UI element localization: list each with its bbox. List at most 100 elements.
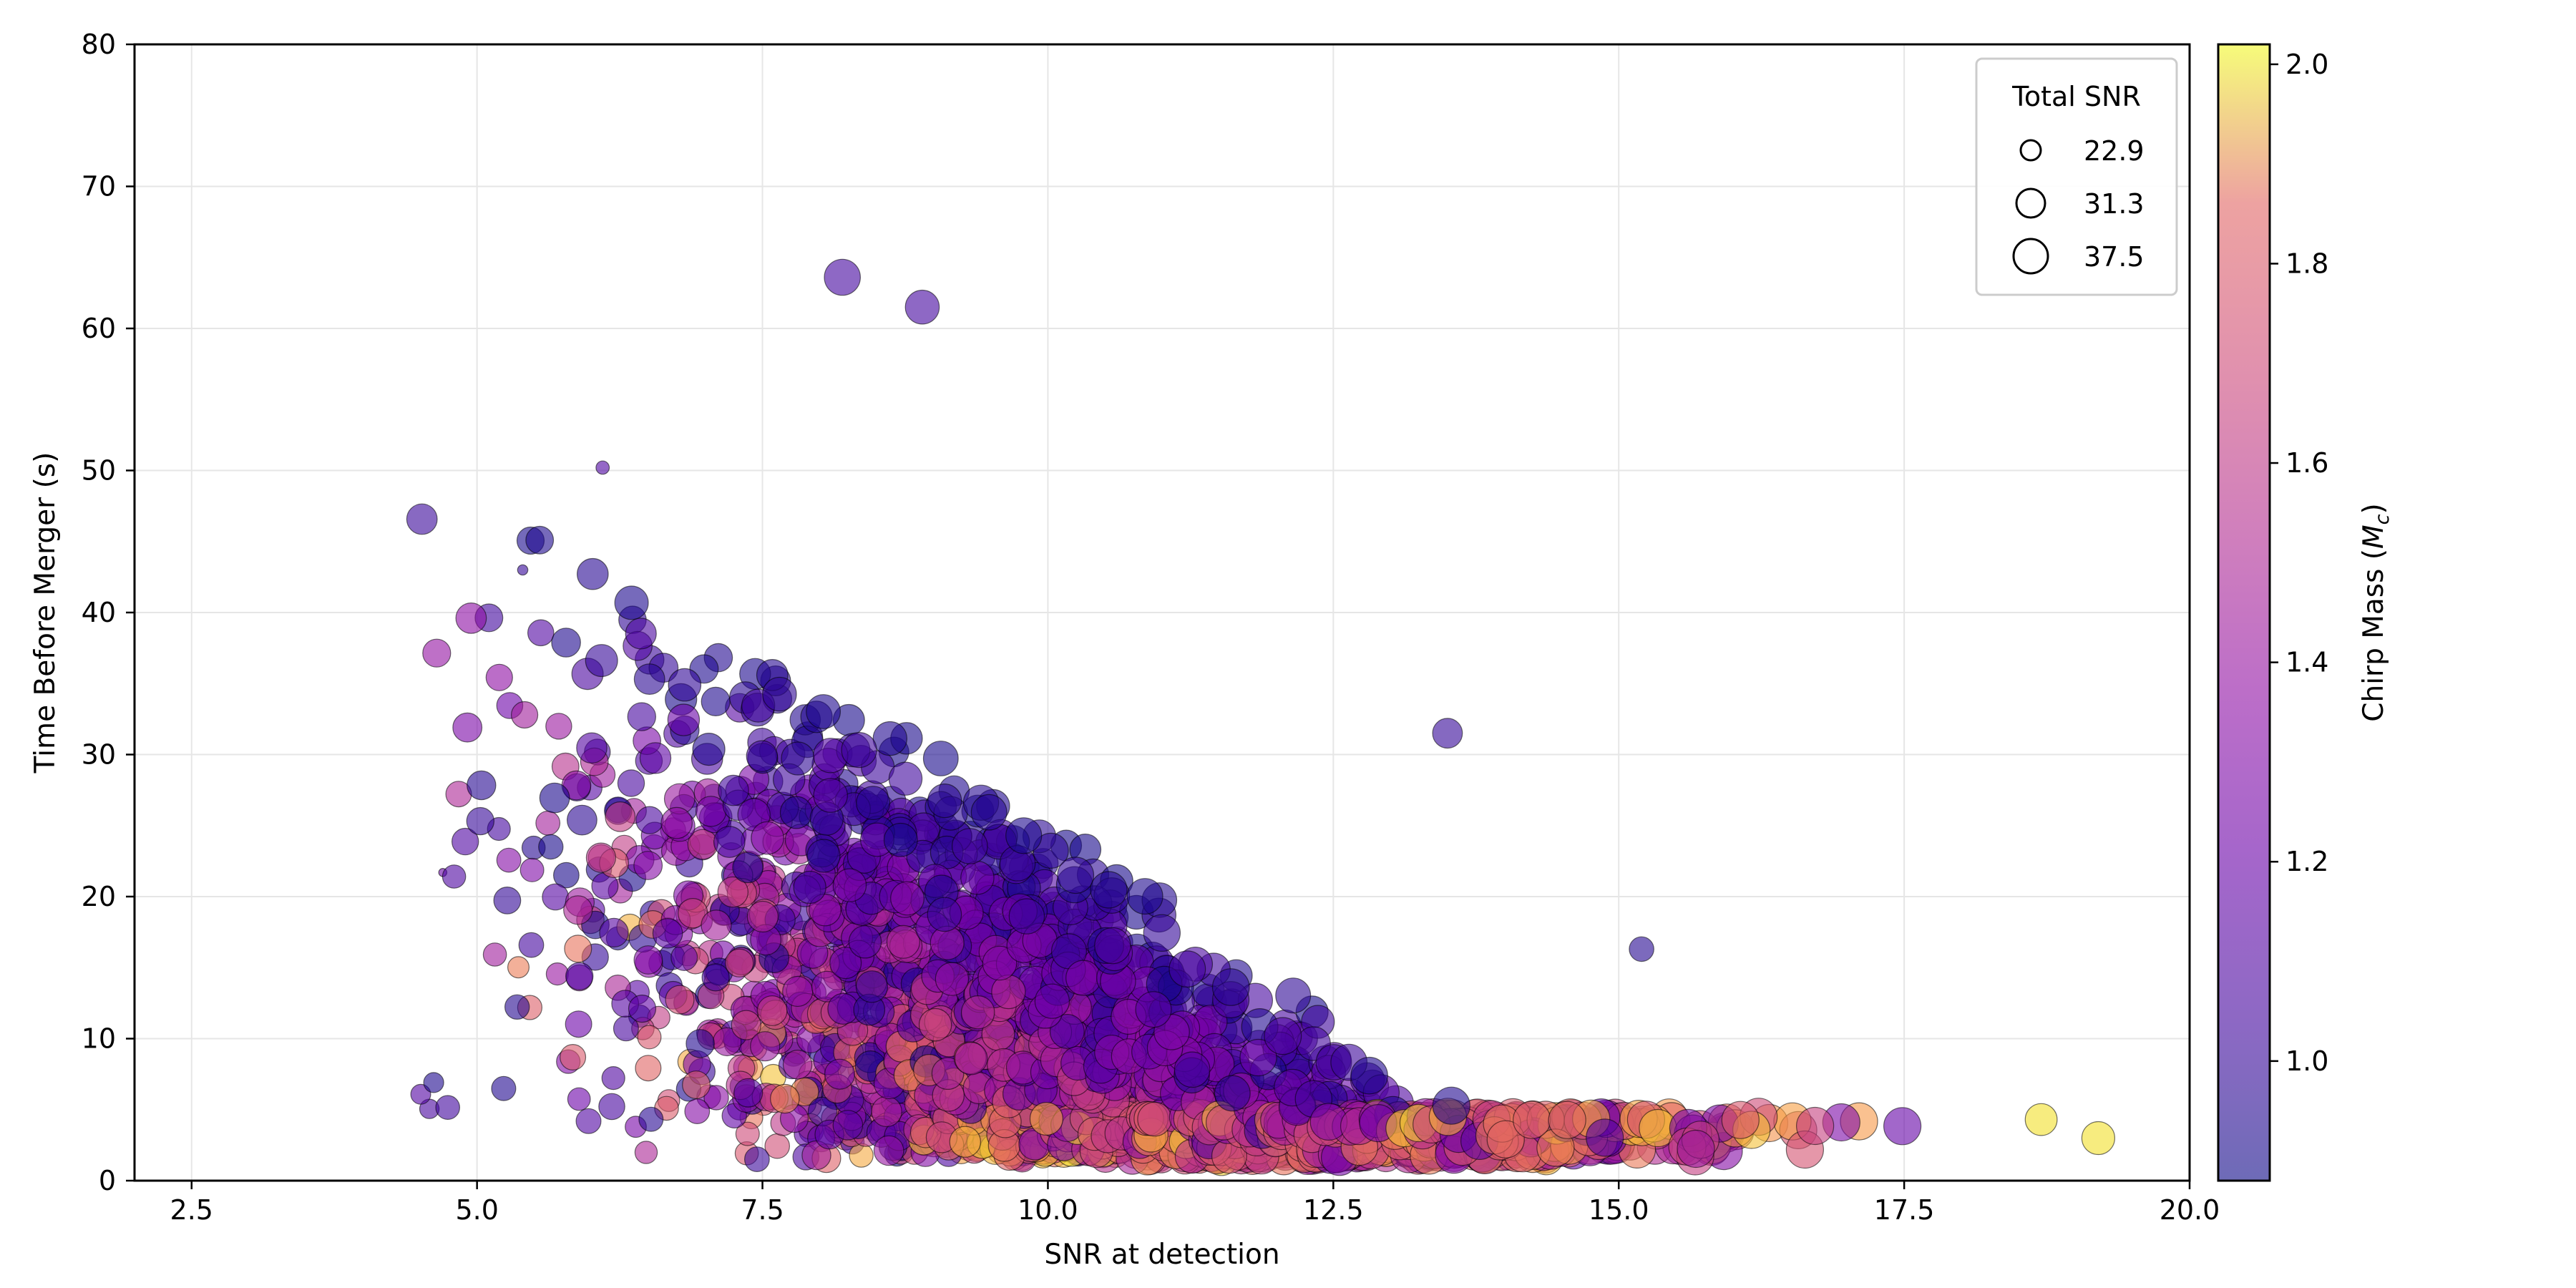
scatter-point xyxy=(1629,936,1654,962)
scatter-point xyxy=(423,1072,444,1093)
scatter-point xyxy=(886,924,920,959)
scatter-point xyxy=(1137,1101,1172,1137)
scatter-point xyxy=(435,1095,461,1121)
scatter-point xyxy=(871,1096,902,1128)
scatter-point xyxy=(703,1085,729,1111)
scatter-point xyxy=(633,663,665,695)
scatter-point xyxy=(713,826,746,858)
legend-entry-large: 37.5 xyxy=(2084,241,2145,273)
scatter-point xyxy=(467,770,497,801)
scatter-point xyxy=(751,821,784,855)
scatter-point xyxy=(731,1010,761,1040)
scatter-point xyxy=(633,851,663,880)
colorbar-tick-label: 1.0 xyxy=(2285,1045,2328,1077)
x-axis-title: SNR at detection xyxy=(1044,1239,1279,1271)
scatter-point xyxy=(634,1141,658,1164)
scatter-point xyxy=(527,619,555,647)
scatter-point xyxy=(927,897,962,932)
scatter-point xyxy=(1350,1056,1388,1095)
scatter-point xyxy=(746,900,779,933)
scatter-point xyxy=(872,721,908,756)
scatter-point xyxy=(670,943,698,971)
scatter-point xyxy=(1513,1101,1551,1139)
scatter-point xyxy=(1094,927,1131,965)
scatter-point xyxy=(2081,1121,2115,1156)
scatter-point xyxy=(1174,1051,1211,1088)
x-axis: 2.5 5.0 7.5 10.0 12.5 15.0 17.5 20.0 xyxy=(170,1181,2220,1226)
scatter-point xyxy=(695,796,727,827)
scatter-point xyxy=(684,1098,711,1124)
scatter-point xyxy=(639,742,672,774)
scatter-point xyxy=(535,810,561,836)
scatter-point xyxy=(927,783,962,819)
scatter-point xyxy=(779,796,813,829)
y-tick-label: 30 xyxy=(82,739,116,771)
scatter-point xyxy=(576,732,608,764)
scatter-points xyxy=(406,258,2115,1176)
scatter-point xyxy=(960,995,995,1030)
legend-entry-small: 22.9 xyxy=(2084,135,2145,167)
scatter-point xyxy=(560,1043,587,1070)
colorbar-tick-label: 2.0 xyxy=(2285,49,2328,80)
scatter-point xyxy=(824,258,862,296)
scatter-point xyxy=(904,289,940,325)
x-tick-label: 15.0 xyxy=(1589,1194,1649,1226)
scatter-point xyxy=(614,585,649,620)
scatter-point xyxy=(848,925,882,959)
legend-title: Total SNR xyxy=(2011,81,2141,112)
x-tick-label: 20.0 xyxy=(2160,1194,2220,1226)
scatter-point xyxy=(601,1065,625,1091)
scatter-point xyxy=(1211,968,1250,1006)
scatter-point xyxy=(949,1126,982,1158)
scatter-point xyxy=(813,778,848,813)
scatter-point xyxy=(952,828,988,864)
scatter-point xyxy=(517,564,529,576)
scatter-point xyxy=(627,702,657,731)
scatter-point xyxy=(635,806,664,834)
colorbar-tick-label: 1.4 xyxy=(2285,647,2328,678)
scatter-point xyxy=(762,676,797,712)
scatter-point xyxy=(553,862,580,889)
legend-entry-medium: 31.3 xyxy=(2084,188,2145,220)
scatter-point xyxy=(1796,1106,1835,1146)
scatter-point xyxy=(1721,1101,1760,1139)
y-tick-label: 10 xyxy=(82,1023,116,1055)
scatter-point xyxy=(743,1146,770,1172)
scatter-point xyxy=(599,917,629,948)
scatter-point xyxy=(507,956,530,979)
scatter-point xyxy=(652,918,683,949)
scatter-point xyxy=(1034,983,1070,1019)
scatter-point xyxy=(539,782,570,814)
scatter-point xyxy=(1486,1120,1525,1158)
scatter-point xyxy=(888,761,923,796)
scatter-point xyxy=(575,1108,602,1134)
scatter-point xyxy=(781,741,815,776)
scatter-point xyxy=(455,602,487,634)
scatter-point xyxy=(422,638,452,668)
scatter-point xyxy=(1239,1038,1277,1077)
scatter-point xyxy=(625,618,657,650)
scatter-point xyxy=(855,970,889,1003)
scatter-point xyxy=(970,794,1008,831)
scatter-point xyxy=(452,712,483,743)
x-tick-label: 5.0 xyxy=(455,1194,498,1226)
scatter-point xyxy=(692,732,726,766)
scatter-point xyxy=(605,801,636,832)
scatter-point xyxy=(491,1075,517,1101)
scatter-point xyxy=(1677,1129,1715,1169)
scatter-point xyxy=(806,694,841,729)
scatter-point xyxy=(633,945,663,975)
scatter-point xyxy=(585,644,618,678)
y-axis: 0 10 20 30 40 50 60 70 80 xyxy=(82,29,135,1196)
scatter-point xyxy=(982,945,1018,981)
colorbar-tick-label: 1.2 xyxy=(2285,846,2328,877)
scatter-point xyxy=(665,985,695,1015)
scatter-point xyxy=(482,942,507,967)
scatter-point xyxy=(635,1055,662,1082)
y-tick-label: 70 xyxy=(82,171,116,203)
y-tick-label: 80 xyxy=(82,29,116,60)
scatter-point xyxy=(496,847,522,873)
scatter-point xyxy=(1214,1075,1251,1112)
scatter-point xyxy=(585,842,617,873)
